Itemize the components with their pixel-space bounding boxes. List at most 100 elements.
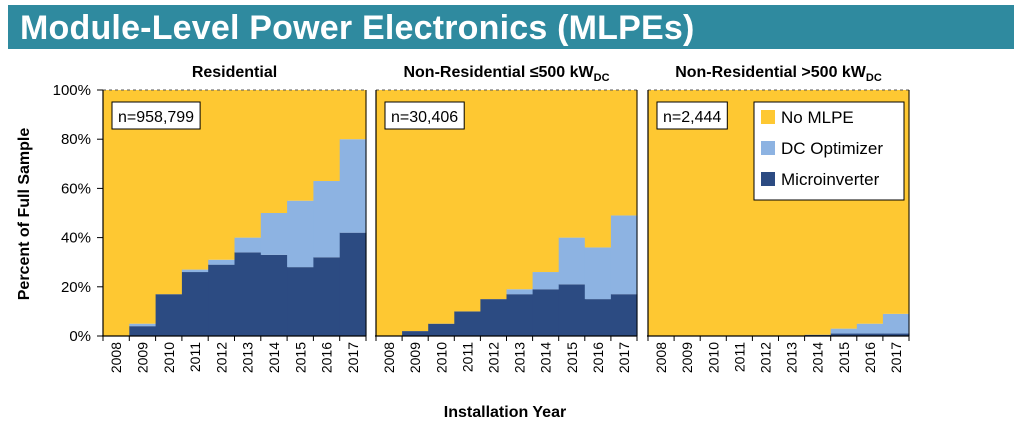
sample-size-label: n=2,444 <box>663 109 721 126</box>
x-tick-label: 2012 <box>758 342 774 373</box>
bar-microinverter-2014 <box>804 334 832 336</box>
bar-no-mlpe-2008 <box>648 90 675 336</box>
bar-no-mlpe-2016 <box>584 90 612 248</box>
bar-microinverter-2011 <box>454 311 481 336</box>
bar-microinverter-2014 <box>532 289 560 336</box>
bar-no-mlpe-2012 <box>208 90 236 260</box>
legend-label-microinverter: Microinverter <box>781 170 880 189</box>
bar-microinverter-2015 <box>558 284 586 336</box>
x-tick-label: 2016 <box>590 342 606 373</box>
chart-panels: 2008 2009 2010 2011 2012 2013 2014 2015 2016 2017… <box>102 64 910 373</box>
bar-no-mlpe-2017 <box>610 90 638 216</box>
bar-microinverter-2009 <box>402 331 429 336</box>
bar-microinverter-2017 <box>339 232 367 336</box>
sample-size-box <box>656 101 728 130</box>
bar-no-mlpe-2017 <box>339 90 367 140</box>
bar-dc-optimizer-2013 <box>506 289 534 295</box>
sample-size-box <box>111 101 201 130</box>
y-tick-label: 80% <box>61 131 91 148</box>
bar-no-mlpe-2010 <box>700 90 727 336</box>
bar-microinverter-2015 <box>287 267 314 336</box>
x-tick-label: 2016 <box>319 342 335 373</box>
x-tick-label: 2014 <box>266 342 282 373</box>
legend: No MLPE DC Optimizer Microinverter <box>753 101 905 201</box>
bar-no-mlpe-2012 <box>480 90 508 300</box>
bar-dc-optimizer-2016 <box>584 247 612 300</box>
bar-dc-optimizer-2015 <box>558 237 586 285</box>
x-tick-label: 2010 <box>433 342 449 373</box>
bar-microinverter-2016 <box>856 333 884 336</box>
y-tick-label: 60% <box>61 180 91 197</box>
x-tick-label: 2015 <box>292 342 308 373</box>
legend-swatch-dc-optimizer <box>761 141 775 155</box>
bar-microinverter-2017 <box>882 333 910 336</box>
page-title: Module-Level Power Electronics (MLPEs) <box>20 9 695 47</box>
bar-no-mlpe-2014 <box>532 90 560 273</box>
bar-dc-optimizer-2017 <box>610 215 638 295</box>
bar-no-mlpe-2009 <box>674 90 701 336</box>
legend-box <box>753 101 905 201</box>
bar-dc-optimizer-2009 <box>129 323 157 327</box>
x-tick-label: 2014 <box>538 342 554 373</box>
x-tick-label: 2008 <box>381 342 397 373</box>
bar-microinverter-2017 <box>610 294 638 336</box>
x-tick-label: 2008 <box>108 342 124 373</box>
bar-no-mlpe-2008 <box>376 90 403 336</box>
panel-title: Residential <box>192 64 277 81</box>
bar-no-mlpe-2013 <box>506 90 534 290</box>
x-axis-label: Installation Year <box>444 404 566 421</box>
legend-label-no-mlpe: No MLPE <box>781 108 854 127</box>
title-bar: Module-Level Power Electronics (MLPEs) <box>8 5 1014 49</box>
sample-size-box <box>384 101 465 130</box>
bar-no-mlpe-2016 <box>313 90 341 182</box>
panel-2: 2008 2009 2010 2011 2012 2013 2014 2015 2016 2017… <box>375 64 638 373</box>
x-tick-label: 2013 <box>240 342 256 373</box>
x-tick-label: 2012 <box>485 342 501 373</box>
panel-title-subscript: DC <box>594 72 610 84</box>
x-tick-label: 2017 <box>345 342 361 373</box>
panel-title: Non-Residential >500 kWDC <box>675 64 882 84</box>
sample-size-label: n=958,799 <box>118 109 194 126</box>
x-tick-label: 2009 <box>679 342 695 373</box>
x-tick-label: 2014 <box>810 342 826 373</box>
bar-microinverter-2012 <box>480 299 508 336</box>
x-tick-label: 2011 <box>459 342 475 372</box>
x-tick-label: 2015 <box>836 342 852 373</box>
x-tick-label: 2011 <box>187 342 203 372</box>
bar-dc-optimizer-2016 <box>313 181 341 258</box>
bar-no-mlpe-2009 <box>402 90 429 332</box>
bar-dc-optimizer-2011 <box>181 269 209 273</box>
x-tick-label: 2016 <box>862 342 878 373</box>
bar-microinverter-2013 <box>234 252 262 336</box>
bar-dc-optimizer-2015 <box>287 200 314 268</box>
x-tick-label: 2008 <box>653 342 669 373</box>
y-axis-label: Percent of Full Sample <box>16 128 33 301</box>
x-tick-label: 2010 <box>705 342 721 373</box>
x-tick-label: 2009 <box>407 342 423 373</box>
bar-no-mlpe-2011 <box>726 90 753 336</box>
bar-no-mlpe-2015 <box>287 90 314 201</box>
panel-1: 2008 2009 2010 2011 2012 2013 2014 2015 2016 2017… <box>102 64 367 373</box>
bar-microinverter-2012 <box>208 264 236 336</box>
sample-size-label: n=30,406 <box>391 109 458 126</box>
bar-no-mlpe-2013 <box>234 90 262 238</box>
x-tick-label: 2013 <box>784 342 800 373</box>
bar-microinverter-2015 <box>830 333 858 336</box>
bar-dc-optimizer-2017 <box>882 313 910 334</box>
x-tick-label: 2009 <box>134 342 150 373</box>
x-tick-label: 2013 <box>512 342 528 373</box>
bar-dc-optimizer-2016 <box>856 323 884 334</box>
bar-dc-optimizer-2015 <box>830 328 858 334</box>
bar-microinverter-2016 <box>313 257 341 336</box>
y-tick-label: 0% <box>69 328 91 345</box>
panel-title: Non-Residential ≤500 kWDC <box>403 64 609 84</box>
panel-title-subscript: DC <box>866 72 882 84</box>
bar-dc-optimizer-2013 <box>234 237 262 253</box>
bar-no-mlpe-2015 <box>558 90 586 238</box>
x-tick-label: 2017 <box>616 342 632 373</box>
bar-dc-optimizer-2012 <box>208 259 236 265</box>
x-tick-label: 2017 <box>888 342 904 373</box>
legend-swatch-no-mlpe <box>761 110 775 124</box>
bar-no-mlpe-2008 <box>103 90 130 336</box>
